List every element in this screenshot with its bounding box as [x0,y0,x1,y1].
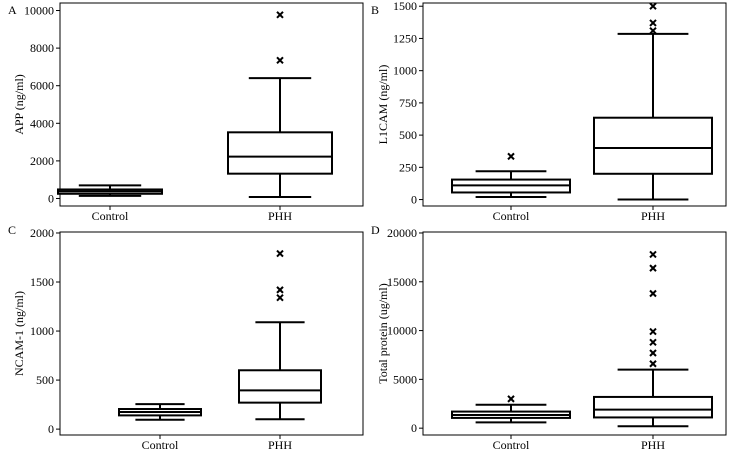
outlier-mark [276,293,284,302]
outlier-mark [276,286,284,294]
panel-label: D [371,223,380,237]
outlier-mark [649,349,657,357]
outlier-stroke [649,250,657,259]
y-tick-label: 500 [36,373,54,387]
outlier-stroke [649,27,657,35]
panel-D: D Total protein (ug/ml) 0 5000 10000 15000 200… [371,223,727,450]
y-tick-label: 1500 [30,275,54,289]
outlier-stroke [276,249,284,258]
x-tick-label: Control [493,209,530,223]
outlier-mark [649,19,657,27]
outlier-mark [649,289,657,298]
outlier-stroke [649,327,657,336]
outlier-stroke [507,395,515,403]
box-control [451,395,571,424]
y-tick-label: 10000 [387,324,417,338]
outlier-mark [649,250,657,259]
y-tick-label: 0 [411,193,417,207]
x-tick-label: PHH [641,438,665,450]
box-control [118,403,202,421]
y-tick-label: 2000 [30,226,54,240]
outlier-stroke [649,264,657,272]
y-tick-label: 250 [399,160,417,174]
outlier-mark [649,2,657,10]
outlier-stroke [649,289,657,298]
outlier-mark [649,360,657,368]
y-tick-label: 5000 [393,372,417,386]
box-control [451,152,571,198]
iqr-box [593,116,713,175]
y-tick-label: 6000 [30,79,54,93]
x-tick-label: Control [493,438,530,450]
outlier-stroke [276,11,284,19]
y-tick-label: 0 [48,191,54,205]
iqr-box [593,395,713,419]
outlier-mark [649,264,657,272]
y-tick-label: 20000 [387,226,417,240]
box-phh [593,2,713,201]
outlier-stroke [276,286,284,294]
y-tick-label: 4000 [30,116,54,130]
box-phh [593,250,713,428]
y-tick-label: 10000 [24,4,54,18]
outlier-stroke [507,152,515,161]
y-tick-label: 15000 [387,275,417,289]
outlier-stroke [649,338,657,346]
y-axis-label: L1CAM (ng/ml) [376,65,390,145]
panel-B: B L1CAM (ng/ml) 0 250 500 750 1000 1250 1500 Cont… [371,0,727,223]
y-tick-label: 1500 [393,0,417,13]
y-axis-label: APP (ng/ml) [12,74,26,135]
iqr-box [227,131,333,175]
y-axis-label: NCAM-1 (ng/ml) [12,291,26,376]
x-tick-label: PHH [268,209,292,223]
outlier-mark [507,152,515,161]
outlier-mark [649,27,657,35]
outlier-stroke [649,360,657,368]
x-tick-label: Control [92,209,129,223]
outlier-mark [276,249,284,258]
box-control [57,184,163,197]
outlier-stroke [276,56,284,65]
panel-label: A [8,3,17,17]
plot-frame [422,2,727,207]
x-tick-label: Control [142,438,179,450]
y-tick-label: 2000 [30,154,54,168]
iqr-box [238,369,322,404]
plot-frame [59,231,364,436]
outlier-stroke [649,2,657,10]
y-axis-label: Total protein (ug/ml) [376,283,390,383]
panel-C: C NCAM-1 (ng/ml) 0 500 1000 1500 2000 Control PH… [8,223,364,450]
box-phh [238,249,322,421]
outlier-mark [649,338,657,346]
y-tick-label: 8000 [30,41,54,55]
outlier-mark [507,395,515,403]
panel-label: B [371,3,379,17]
y-tick-label: 1000 [30,324,54,338]
y-tick-label: 750 [399,96,417,110]
outlier-mark [649,327,657,336]
outlier-mark [276,56,284,65]
box-phh [227,11,333,198]
panel-A: A APP (ng/ml) 0 2000 4000 6000 8000 10000 Contro… [8,2,364,223]
x-tick-label: PHH [641,209,665,223]
y-tick-label: 1250 [393,31,417,45]
outlier-stroke [276,293,284,302]
plot-frame [59,2,364,207]
y-tick-label: 500 [399,128,417,142]
panel-label: C [8,223,16,237]
outlier-stroke [649,19,657,27]
y-tick-label: 0 [411,421,417,435]
y-tick-label: 1000 [393,64,417,78]
plot-frame [422,231,727,436]
outlier-stroke [649,349,657,357]
y-tick-label: 0 [48,422,54,436]
outlier-mark [276,11,284,19]
x-tick-label: PHH [268,438,292,450]
